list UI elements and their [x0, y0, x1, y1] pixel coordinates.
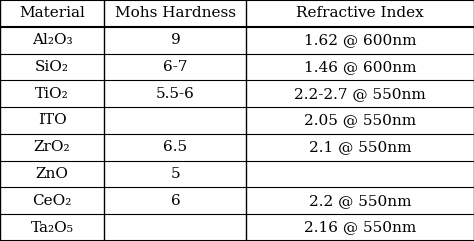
Text: 1.62 @ 600nm: 1.62 @ 600nm: [304, 33, 417, 47]
Text: 2.1 @ 550nm: 2.1 @ 550nm: [309, 140, 411, 154]
Text: 2.16 @ 550nm: 2.16 @ 550nm: [304, 221, 416, 234]
Text: Mohs Hardness: Mohs Hardness: [115, 7, 236, 20]
Text: 2.05 @ 550nm: 2.05 @ 550nm: [304, 114, 416, 127]
Text: 9: 9: [171, 33, 180, 47]
Text: Refractive Index: Refractive Index: [296, 7, 424, 20]
Text: TiO₂: TiO₂: [35, 87, 69, 101]
Text: 5: 5: [171, 167, 180, 181]
Text: ZrO₂: ZrO₂: [34, 140, 71, 154]
Text: CeO₂: CeO₂: [32, 194, 72, 208]
Text: Ta₂O₅: Ta₂O₅: [31, 221, 73, 234]
Text: 2.2 @ 550nm: 2.2 @ 550nm: [309, 194, 411, 208]
Text: ITO: ITO: [38, 114, 66, 127]
Text: ZnO: ZnO: [36, 167, 69, 181]
Text: 5.5-6: 5.5-6: [156, 87, 195, 101]
Text: 6: 6: [171, 194, 180, 208]
Text: 6.5: 6.5: [164, 140, 187, 154]
Text: Material: Material: [19, 7, 85, 20]
Text: Al₂O₃: Al₂O₃: [32, 33, 73, 47]
Text: SiO₂: SiO₂: [35, 60, 69, 74]
Text: 1.46 @ 600nm: 1.46 @ 600nm: [304, 60, 417, 74]
Text: 6-7: 6-7: [163, 60, 188, 74]
Text: 2.2-2.7 @ 550nm: 2.2-2.7 @ 550nm: [294, 87, 426, 101]
